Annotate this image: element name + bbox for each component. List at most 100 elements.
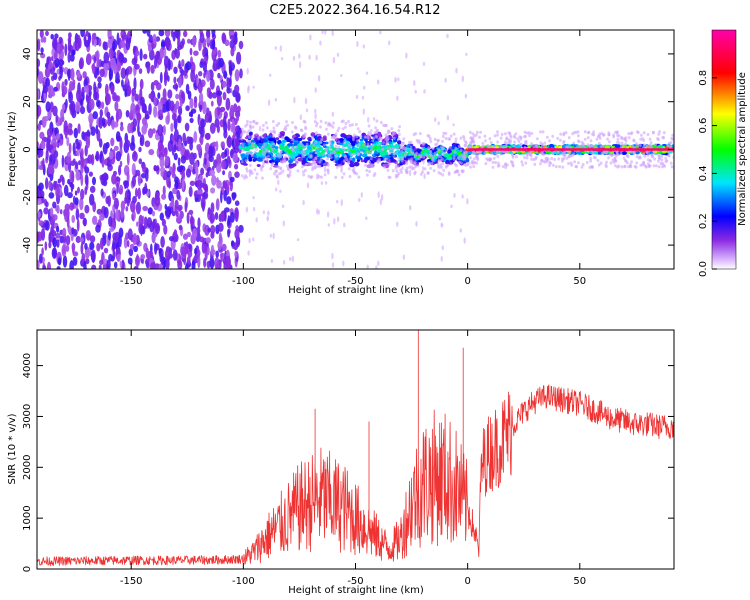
spectrogram-cell <box>654 143 658 147</box>
snr-x-label: Height of straight line (km) <box>288 585 424 596</box>
spectrogram-cell <box>53 86 58 92</box>
spectrogram-cell <box>244 159 248 163</box>
spectrogram-cell <box>95 124 99 135</box>
spectrogram-cell <box>52 37 58 51</box>
spectrogram-cell <box>177 204 183 211</box>
spectrogram-cell <box>275 137 280 141</box>
spectrogram-cell <box>108 67 114 80</box>
x-tick-label: 50 <box>573 576 586 587</box>
spectrogram-cell <box>358 198 361 202</box>
spectrogram-cell <box>218 232 222 244</box>
spectrogram-cell <box>125 110 130 118</box>
spectrogram-cell <box>429 139 433 144</box>
spectrogram-cell <box>269 156 275 159</box>
spectrogram-cell <box>662 136 666 140</box>
spectrogram-cell <box>483 134 487 138</box>
spectrogram-cell <box>345 140 350 145</box>
spectrogram-cell <box>204 184 208 193</box>
spectrogram-cell <box>499 152 503 156</box>
spectrogram-cell <box>165 100 170 112</box>
spectrogram-cell <box>377 142 381 147</box>
spectrogram-cell <box>379 136 382 140</box>
spectrogram-cell <box>371 139 375 143</box>
spectrogram-cell <box>577 134 580 138</box>
spectrogram-cell <box>250 154 254 158</box>
spectrogram-cell <box>177 36 181 49</box>
spectrogram-cell <box>539 162 542 166</box>
spectrogram-cell <box>305 108 309 113</box>
spectrogram-cell <box>150 81 155 92</box>
spectrogram-cell <box>630 131 634 135</box>
spectrogram-cell <box>408 169 412 177</box>
spectrogram-cell <box>265 158 268 162</box>
spectrogram-cell <box>207 246 210 256</box>
spectrogram-cell <box>546 135 549 139</box>
spectrogram-cell <box>269 233 273 238</box>
spectrogram-cell <box>316 173 319 177</box>
spectrogram-cell <box>203 72 206 79</box>
spectrogram-cell <box>358 130 362 134</box>
spectrogram-cell <box>52 237 58 248</box>
spectrogram-cell <box>340 74 343 77</box>
spectrogram-cell <box>188 111 193 117</box>
spectrogram-cell <box>230 47 235 57</box>
spectrogram-cell <box>51 230 57 237</box>
spectrogram-cell <box>317 209 320 215</box>
spectrogram-cell <box>360 150 363 154</box>
spectrogram-cell <box>367 116 370 123</box>
spectrogram-cell <box>208 110 212 122</box>
x-tick-label: -150 <box>120 276 143 287</box>
spectrogram-cell <box>493 134 497 138</box>
spectrogram-cell <box>63 184 69 197</box>
spectrogram-cell <box>192 228 198 240</box>
spectrogram-cell <box>46 138 51 152</box>
spectrogram-cell <box>621 151 627 156</box>
spectrogram-cell <box>328 140 332 144</box>
spectrogram-y-label: Frequency (Hz) <box>7 111 18 187</box>
spectrogram-cell <box>293 152 298 157</box>
y-tick-label: 40 <box>22 48 33 61</box>
spectrogram-cell <box>76 218 80 232</box>
spectrogram-cell <box>594 145 597 149</box>
spectrogram-cell <box>65 156 72 164</box>
spectrogram-cell <box>197 81 203 94</box>
snr-series-line <box>37 330 674 567</box>
spectrogram-cell <box>457 173 461 177</box>
spectrogram-cell <box>551 163 555 167</box>
spectrogram-cell <box>200 167 205 176</box>
spectrogram-cell <box>86 53 92 65</box>
spectrogram-cell <box>369 157 373 161</box>
spectrogram-cell <box>438 217 442 221</box>
spectrogram-cell <box>504 132 507 136</box>
spectrogram-cell <box>397 77 400 81</box>
spectrogram-cell <box>412 161 415 165</box>
spectrogram-cell <box>260 146 264 150</box>
spectrogram-cell <box>453 162 457 166</box>
spectrogram-cell <box>173 128 179 142</box>
spectrogram-cell <box>638 143 642 147</box>
spectrogram-cell <box>548 139 551 143</box>
spectrogram-cell <box>262 210 266 214</box>
spectrogram-cell <box>437 148 441 152</box>
spectrogram-cell <box>452 123 455 127</box>
spectrogram-cell <box>139 78 144 90</box>
spectrogram-cell <box>303 151 306 155</box>
spectrogram-cell <box>267 210 270 216</box>
spectrogram-cell <box>59 58 63 66</box>
spectrogram-cell <box>336 200 339 204</box>
spectrogram-cell <box>342 159 346 163</box>
spectrogram-cell <box>405 52 408 59</box>
spectrogram-cell <box>539 130 542 134</box>
spectrogram-cell <box>361 154 368 158</box>
spectrogram-cell <box>667 154 671 158</box>
spectrogram-cell <box>253 168 257 172</box>
spectrogram-cell <box>642 143 646 147</box>
spectrogram-cell <box>49 207 54 217</box>
spectrogram-cell <box>421 142 425 146</box>
spectrogram-cell <box>140 224 143 237</box>
spectrogram-cell <box>335 147 339 151</box>
spectrogram-cell <box>469 156 472 160</box>
spectrogram-cell <box>227 118 231 132</box>
spectrogram-cell <box>329 124 333 128</box>
spectrogram-cell <box>441 173 445 177</box>
